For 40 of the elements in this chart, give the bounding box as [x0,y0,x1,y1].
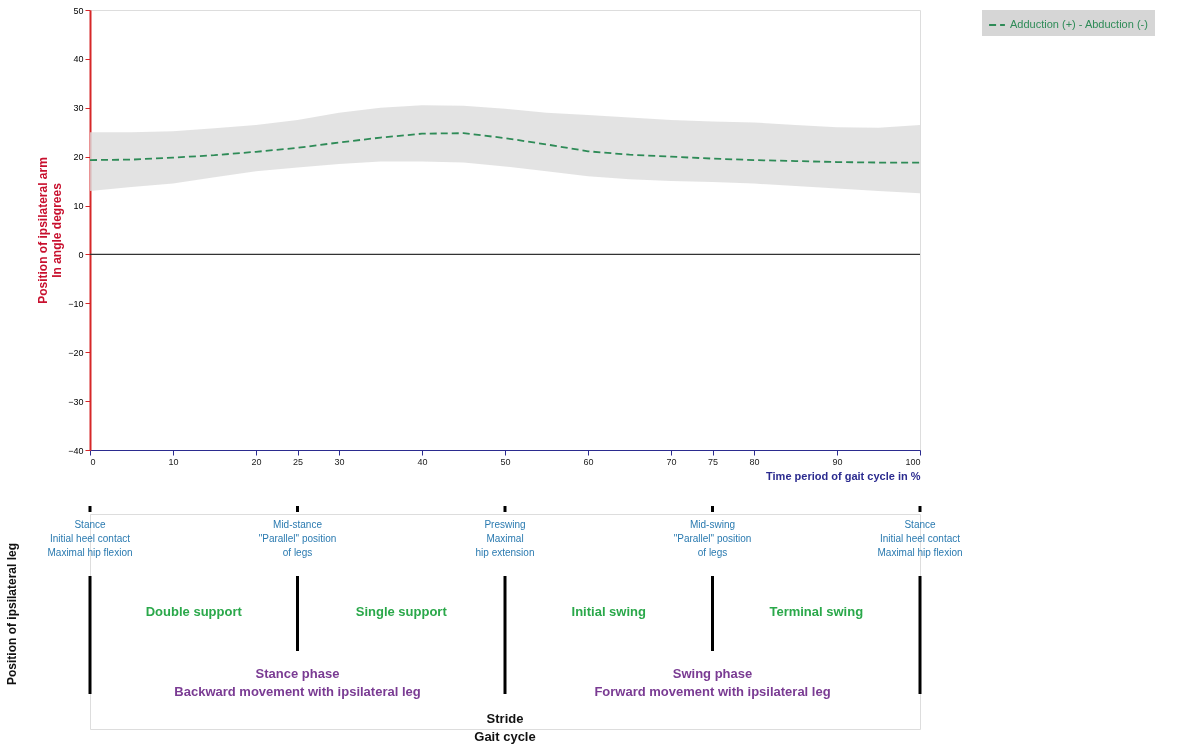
y-tick-label: −40 [68,445,84,456]
text: Single support [355,604,448,619]
x-tick-label: 10 [168,456,179,467]
x-tick-label: 0 [90,456,96,467]
x-tick-label: 25 [292,456,304,467]
y-tick-label: 20 [73,152,84,163]
x-tick-label: 50 [500,456,511,467]
text: Initial swing [571,604,646,619]
text: Terminal swing [769,604,864,619]
y-tick-label: 10 [73,201,84,212]
text: Double support [145,604,243,619]
y-tick-label: 50 [73,5,84,16]
x-tick-label: 75 [707,456,719,467]
x-tick-label: 60 [583,456,594,467]
ref-line-label: Preswing Maximal hip extension [475,519,535,558]
x-axis-title: Time period of gait cycle in % [766,469,921,482]
x-tick-label: 30 [334,456,345,467]
x-tick-label: 90 [832,456,843,467]
text: Stance phase Backward movement with ipsilateral leg [174,666,421,699]
ref-line-label: Mid-stance "Parallel" position of legs [258,519,337,558]
line-series [89,132,921,164]
ref-line-label: Stance Initial heel contact Maximal hip flexion [47,519,133,558]
y-tick-label: 30 [73,103,84,114]
legend-label: Adduction (+) - Abduction (-) [1010,18,1148,30]
y-tick-label: 0 [78,249,84,260]
x-tick-label: 80 [749,456,760,467]
y-tick-label: −30 [68,396,84,407]
ref-line-label: Mid-swing "Parallel" position of legs [673,519,752,558]
x-tick-label: 20 [251,456,262,467]
x-tick-label: 100 [905,456,921,467]
text: Swing phase Forward movement with ipsilateral leg [594,666,831,699]
y-tick-label: −10 [68,298,84,309]
y-axis-title: Position of ipsilateral arm In angle degrees [36,157,65,304]
x-tick-label: 40 [417,456,428,467]
y-tick-label: −20 [68,347,84,358]
text: Stride Gait cycle [474,711,536,744]
y-tick-label: 40 [73,54,84,65]
text: Position of ipsilateral leg [5,542,19,686]
ref-line-label: Stance Initial heel contact Maximal hip flexion [877,519,963,558]
x-tick-label: 70 [666,456,677,467]
